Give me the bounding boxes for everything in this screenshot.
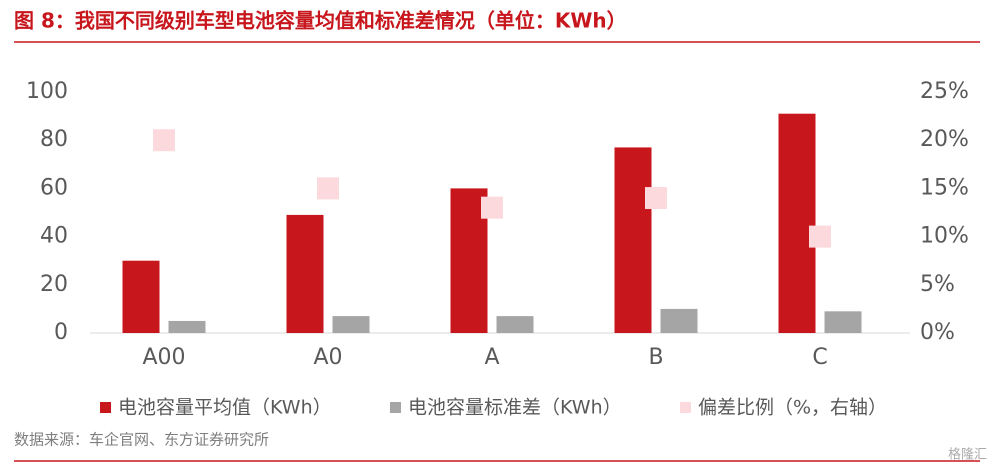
legend-label: 偏差比例（%，右轴） [698,397,887,419]
legend-label: 电池容量平均值（KWh） [118,397,332,419]
y2-tick-label: 25% [920,79,969,104]
y2-tick-label: 5% [920,272,955,297]
legend-swatch [390,402,401,413]
scatter-point [481,196,503,219]
bar [778,113,816,333]
y-tick-label: 0 [54,320,68,345]
x-tick-label: A [484,345,499,370]
legend-label: 电池容量标准差（KWh） [408,397,622,419]
y-tick-label: 20 [40,272,68,297]
x-tick-label: A0 [313,345,342,370]
y-tick-label: 60 [40,175,68,200]
y-tick-label: 80 [40,127,68,152]
bar [122,260,160,333]
y2-tick-label: 20% [920,127,969,152]
legend-swatch [680,402,691,413]
bar [824,311,862,333]
legend-swatch [100,402,111,413]
scatter-point [153,129,175,152]
source-note: 数据来源：车企官网、东方证券研究所 [14,431,269,449]
bar [168,320,206,333]
x-tick-label: B [648,345,663,370]
scatter-point [809,225,831,248]
bar [332,316,370,333]
y2-tick-label: 0% [920,320,955,345]
y-tick-label: 100 [26,79,68,104]
x-tick-label: A00 [142,345,185,370]
bar [286,214,324,333]
bar [496,316,534,333]
y2-tick-label: 15% [920,175,969,200]
bar [614,147,652,333]
y2-tick-label: 10% [920,224,969,249]
bar [660,308,698,333]
chart-title: 图 8：我国不同级别车型电池容量均值和标准差情况（单位：KWh） [14,9,627,33]
scatter-point [317,177,339,200]
watermark: 格隆汇 [948,447,987,463]
y-tick-label: 40 [40,224,68,249]
x-tick-label: C [812,345,827,370]
scatter-point [645,187,667,210]
